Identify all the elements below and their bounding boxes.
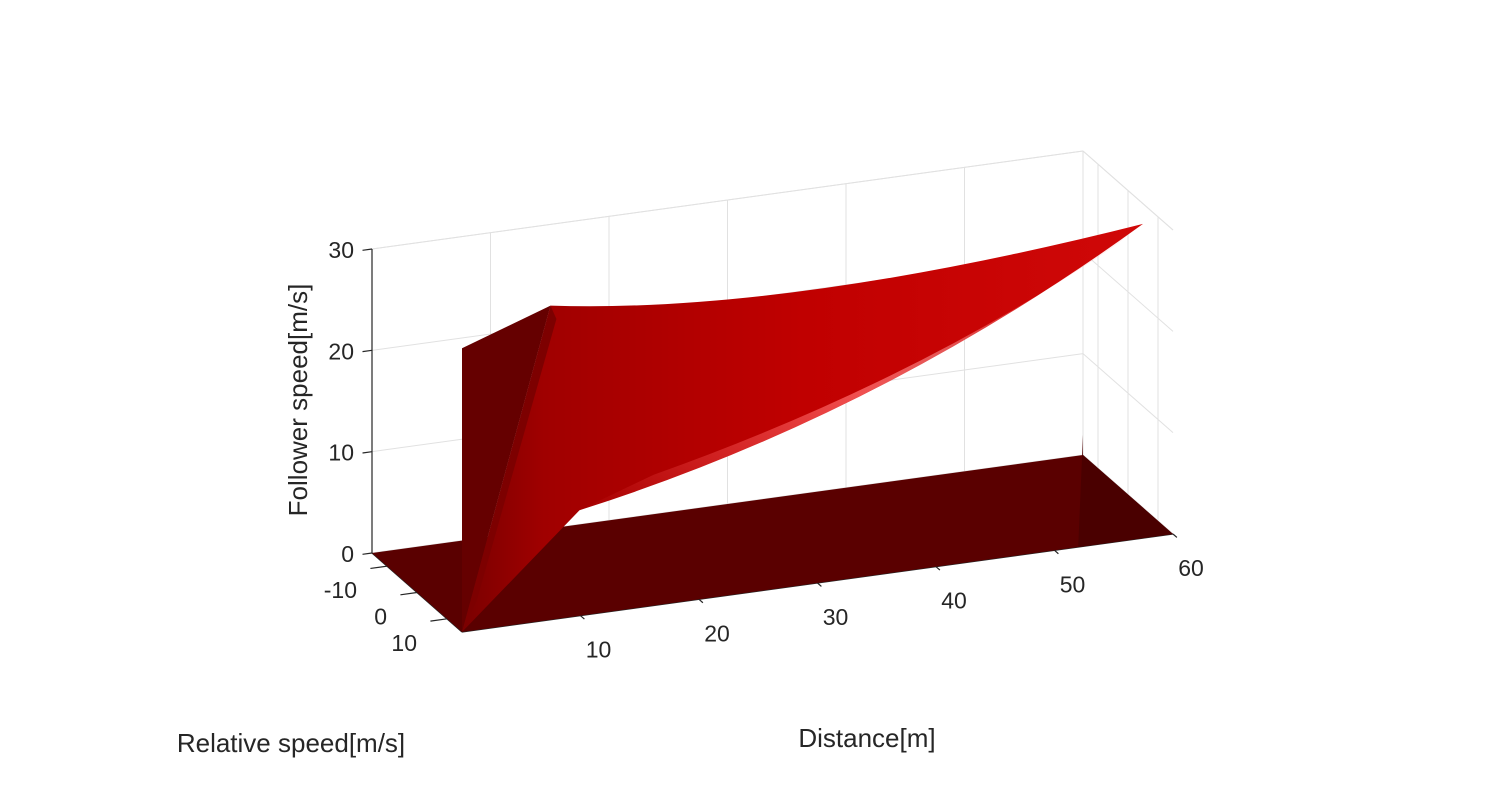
x-tick-mark bbox=[580, 615, 585, 620]
y-tick-mark bbox=[400, 591, 418, 596]
x-tick-label: 50 bbox=[1060, 571, 1086, 597]
x-tick-mark bbox=[935, 566, 941, 571]
z-tick-mark bbox=[362, 248, 373, 251]
y-tick-mark bbox=[430, 618, 448, 622]
y-tick-label: -10 bbox=[324, 577, 357, 603]
z-tick-label: 0 bbox=[341, 541, 354, 567]
y-tick-mark bbox=[370, 565, 388, 570]
main-surface bbox=[462, 223, 1143, 632]
steep-wall-fold bbox=[462, 305, 557, 632]
x-tick-label: 60 bbox=[1178, 555, 1204, 581]
box-edge bbox=[371, 150, 1084, 250]
z-tick-label: 20 bbox=[328, 338, 354, 364]
x-tick-mark bbox=[1172, 533, 1178, 538]
z-tick-label: 30 bbox=[328, 237, 354, 263]
sidewall-gridline-z bbox=[1082, 353, 1174, 434]
floor-surface-end bbox=[1078, 434, 1173, 548]
x-tick-label: 30 bbox=[823, 604, 849, 630]
x-tick-label: 10 bbox=[586, 637, 612, 663]
x-tick-mark bbox=[817, 582, 822, 587]
x-tick-mark bbox=[698, 598, 704, 604]
z-tick-label: 10 bbox=[328, 440, 354, 466]
sidewall-gridline-z bbox=[1082, 251, 1174, 332]
x-tick-label: 40 bbox=[941, 588, 967, 614]
y-tick-label: 0 bbox=[374, 604, 387, 630]
box-edge bbox=[1082, 150, 1174, 231]
y-axis-label: Relative speed[m/s] bbox=[177, 728, 405, 758]
z-tick-mark bbox=[362, 451, 373, 454]
z-axis-label: Follower speed[m/s] bbox=[283, 284, 313, 517]
x-axis-label: Distance[m] bbox=[798, 723, 935, 753]
z-tick-mark bbox=[362, 349, 373, 353]
x-tick-mark bbox=[1054, 549, 1059, 555]
surface-layer bbox=[372, 223, 1173, 632]
floor-surface bbox=[372, 455, 1173, 632]
z-tick-mark bbox=[362, 552, 373, 555]
x-tick-label: 20 bbox=[704, 620, 730, 646]
y-tick-label: 10 bbox=[391, 630, 417, 656]
steep-wall-surface bbox=[462, 305, 551, 632]
